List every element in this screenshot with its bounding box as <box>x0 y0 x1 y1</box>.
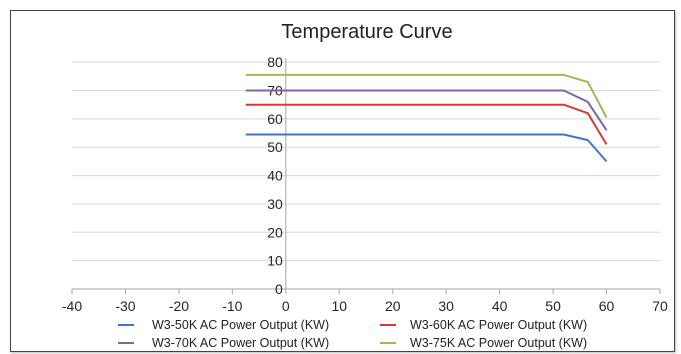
y-tick-label: 0 <box>275 281 283 297</box>
y-tick-label: 60 <box>267 111 283 127</box>
legend-label-4: W3-75K AC Power Output (KW) <box>410 336 587 350</box>
x-tick-label: 10 <box>331 298 347 314</box>
series-line-3 <box>245 89 608 131</box>
y-tick-label: 10 <box>267 253 283 269</box>
x-tick-label: 70 <box>652 298 668 314</box>
x-tick-label: -40 <box>62 298 82 314</box>
y-tick-label: 80 <box>267 54 283 70</box>
legend-label-1: W3-50K AC Power Output (KW) <box>152 318 329 332</box>
chart-title: Temperature Curve <box>281 21 452 43</box>
x-tick-label: 60 <box>599 298 615 314</box>
x-tick-label: 30 <box>438 298 454 314</box>
y-tick-label: 40 <box>267 168 283 184</box>
y-tick-label: 20 <box>267 224 283 240</box>
x-tick-label: 20 <box>385 298 401 314</box>
x-tick-label: 50 <box>545 298 561 314</box>
x-tick-label: -10 <box>222 298 242 314</box>
chart-frame <box>10 10 675 352</box>
y-tick-label: 30 <box>267 196 283 212</box>
x-tick-label: -20 <box>169 298 189 314</box>
x-tick-label: 0 <box>282 298 290 314</box>
x-tick-label: 40 <box>492 298 508 314</box>
series-line-2 <box>245 103 608 145</box>
series-line-1 <box>245 133 608 163</box>
legend-label-3: W3-70K AC Power Output (KW) <box>152 336 329 350</box>
series-line-4 <box>245 73 608 118</box>
y-tick-label: 50 <box>267 139 283 155</box>
x-tick-label: -30 <box>115 298 135 314</box>
legend-label-2: W3-60K AC Power Output (KW) <box>410 318 587 332</box>
